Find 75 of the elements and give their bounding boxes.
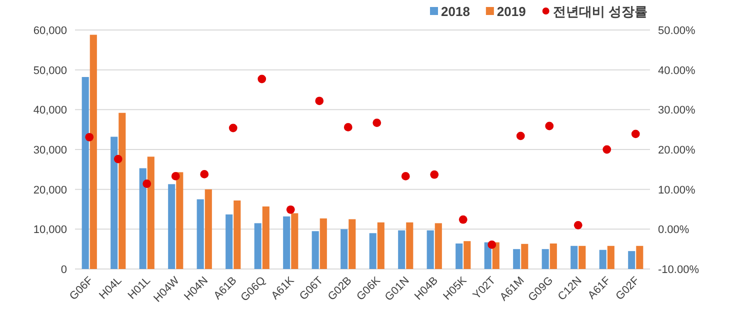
bar xyxy=(406,222,414,269)
bar xyxy=(426,230,434,269)
legend-label: 2019 xyxy=(496,4,526,19)
point xyxy=(344,122,352,132)
bar xyxy=(513,249,520,269)
bar xyxy=(176,172,184,269)
bar xyxy=(628,251,636,269)
bar xyxy=(550,244,557,269)
point xyxy=(142,180,152,188)
y2-tick-label: 50.00% xyxy=(658,25,696,37)
legend-label: 전년대비 성장률 xyxy=(552,4,648,19)
bar xyxy=(262,206,270,269)
point xyxy=(315,96,324,106)
bar xyxy=(369,233,376,269)
bar xyxy=(521,244,528,269)
y2-tick-label: 30.00% xyxy=(658,104,696,117)
bar xyxy=(204,189,212,269)
point xyxy=(171,172,180,180)
bar xyxy=(542,249,549,269)
point xyxy=(516,132,525,140)
point xyxy=(85,132,94,142)
y-tick-label: 20,000 xyxy=(33,184,67,196)
bar xyxy=(118,112,126,269)
bar xyxy=(234,200,241,269)
point xyxy=(286,205,295,214)
bar xyxy=(398,230,406,269)
y-tick-label: 60,000 xyxy=(33,25,67,37)
bar xyxy=(312,231,319,269)
bar xyxy=(110,136,118,269)
point xyxy=(602,145,612,154)
point xyxy=(545,122,554,130)
bar xyxy=(340,229,348,269)
point xyxy=(228,124,238,132)
point xyxy=(401,172,410,180)
bar xyxy=(599,250,606,269)
point xyxy=(372,118,382,128)
bar xyxy=(377,222,384,269)
bar xyxy=(291,213,298,269)
bar xyxy=(196,199,204,269)
bar xyxy=(254,223,262,269)
y-tick-label: 40,000 xyxy=(33,104,67,117)
point xyxy=(200,170,209,178)
bar xyxy=(90,34,97,269)
bar xyxy=(464,241,471,269)
bar xyxy=(434,223,442,269)
bar xyxy=(456,244,463,269)
bar xyxy=(320,218,327,269)
bar xyxy=(139,168,146,269)
y2-tick-label: 40.00% xyxy=(658,64,696,77)
bar xyxy=(82,77,89,269)
y2-tick-label: 0.00% xyxy=(658,224,690,236)
bar xyxy=(636,246,644,269)
bar xyxy=(348,219,356,269)
point xyxy=(631,130,640,138)
y2-tick-label: -10.00% xyxy=(658,264,700,276)
y-tick-label: 10,000 xyxy=(33,224,67,236)
bar xyxy=(168,184,176,269)
y2-tick-label: 20.00% xyxy=(658,144,696,156)
y2-tick-label: 10.00% xyxy=(658,184,696,196)
point xyxy=(430,170,439,179)
bar xyxy=(226,214,233,269)
point xyxy=(258,74,266,84)
y-tick-label: 50,000 xyxy=(33,64,67,77)
y-tick-label: 30,000 xyxy=(33,144,67,156)
bar xyxy=(147,156,154,269)
bar xyxy=(570,246,578,269)
point xyxy=(114,154,122,164)
bar xyxy=(607,246,614,269)
legend-label: 2018 xyxy=(441,4,470,19)
y-tick-label: 0 xyxy=(60,264,67,276)
bar xyxy=(578,246,586,269)
point xyxy=(488,240,496,249)
point xyxy=(458,215,468,224)
point xyxy=(574,220,582,230)
bar xyxy=(283,216,290,269)
